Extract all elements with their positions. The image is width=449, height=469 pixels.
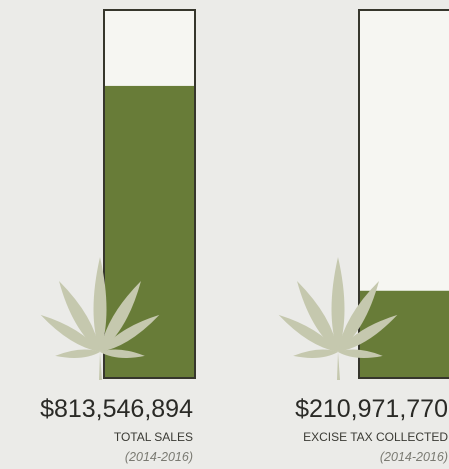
bar bbox=[105, 85, 194, 379]
category-label: EXCISE TAX COLLECTED bbox=[303, 430, 448, 444]
labels: $813,546,894 TOTAL SALES (2014-2016) $210,9… bbox=[40, 395, 448, 464]
subtitle: (2014-2016) bbox=[380, 450, 448, 464]
value-label: $210,971,770 bbox=[295, 395, 448, 423]
value-label: $813,546,894 bbox=[40, 395, 193, 423]
bars bbox=[103, 9, 449, 379]
subtitle: (2014-2016) bbox=[125, 450, 193, 464]
gauge-outline bbox=[358, 9, 449, 379]
category-label: TOTAL SALES bbox=[114, 430, 193, 444]
gauge-outline bbox=[103, 9, 196, 379]
